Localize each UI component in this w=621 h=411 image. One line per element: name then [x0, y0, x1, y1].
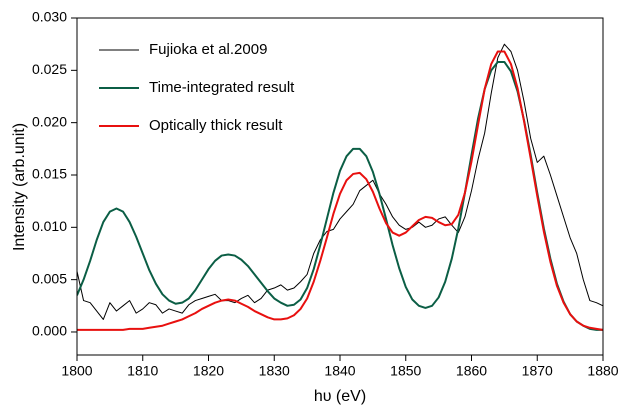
- series-line: [77, 50, 603, 331]
- y-tick-label: 0.015: [32, 166, 67, 182]
- series-line: [77, 43, 603, 320]
- x-tick-label: 1850: [390, 363, 421, 379]
- x-tick-label: 1800: [61, 363, 92, 379]
- x-tick-label: 1860: [456, 363, 487, 379]
- legend-label: Time-integrated result: [149, 79, 295, 96]
- x-tick-label: 1880: [587, 363, 618, 379]
- x-tick-label: 1830: [259, 363, 290, 379]
- y-tick-label: 0.005: [32, 270, 67, 286]
- x-tick-label: 1820: [193, 363, 224, 379]
- plot-frame: [76, 17, 604, 356]
- y-tick-label: 0.025: [32, 61, 67, 77]
- x-axis-label: hυ (eV): [314, 388, 366, 405]
- y-tick-label: 0.010: [32, 218, 67, 234]
- series-line: [77, 60, 603, 331]
- y-tick-label: 0.020: [32, 113, 67, 129]
- y-tick-label: 0.000: [32, 323, 67, 339]
- legend-label: Fujioka et al.2009: [149, 41, 267, 58]
- legend-label: Optically thick result: [149, 117, 283, 134]
- x-tick-label: 1870: [522, 363, 553, 379]
- x-tick-label: 1840: [324, 363, 355, 379]
- x-tick-label: 1810: [127, 363, 158, 379]
- y-axis-label: Intensity (arb.unit): [11, 123, 28, 251]
- y-tick-label: 0.030: [32, 9, 67, 25]
